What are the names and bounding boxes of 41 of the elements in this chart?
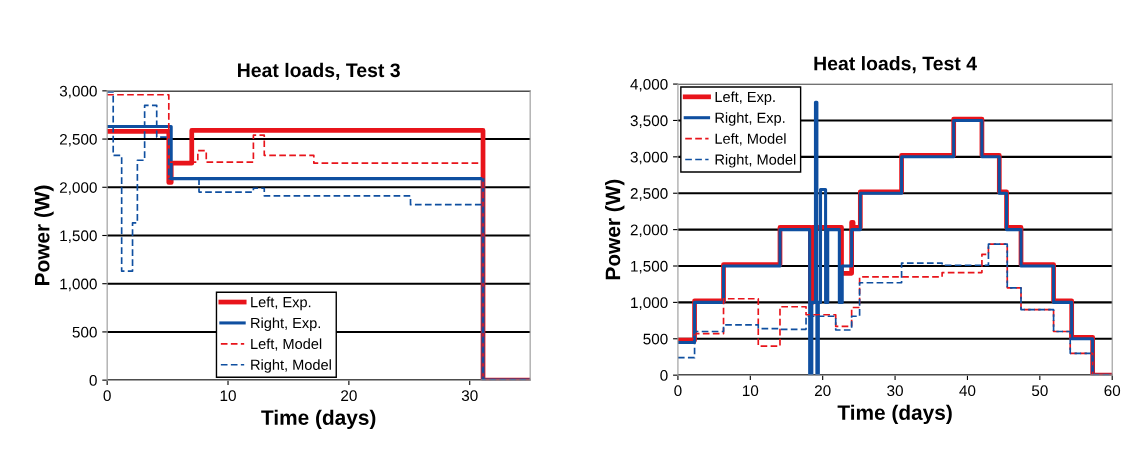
x-tick-label: 0 — [103, 390, 111, 402]
x-tick-label: 0 — [674, 385, 682, 397]
x-tick-label: 10 — [220, 390, 236, 402]
x-tick-label: 30 — [461, 390, 478, 402]
legend-label: Left, Exp. — [715, 91, 775, 105]
legend-label: Left, Model — [251, 338, 322, 351]
x-tick-label: 10 — [742, 385, 759, 397]
y-tick-label: 3,000 — [630, 151, 668, 165]
y-tick-label: 2,000 — [630, 224, 668, 238]
y-tick-label: 0 — [660, 370, 668, 381]
x-axis-title: Time (days) — [261, 409, 376, 430]
y-tick-label: 500 — [72, 326, 97, 338]
x-tick-label: 20 — [341, 390, 357, 402]
chart-title: Heat loads, Test 3 — [238, 62, 400, 80]
x-tick-label: 30 — [887, 385, 903, 397]
y-tick-label: 1,500 — [631, 260, 668, 274]
legend-label: Left, Model — [715, 133, 786, 146]
y-tick-label: 500 — [643, 333, 668, 345]
legend-label: Right, Exp. — [715, 112, 785, 126]
x-axis-title: Time (days) — [837, 404, 952, 425]
y-axis-title: Power (W) — [605, 179, 625, 280]
y-tick-label: 2,000 — [59, 182, 97, 195]
y-tick-label: 4,000 — [630, 78, 668, 92]
y-tick-label: 1,000 — [60, 278, 97, 292]
y-axis-title: Power (W) — [34, 185, 54, 286]
legend-label: Left, Exp. — [251, 296, 311, 311]
y-tick-label: 0 — [89, 375, 97, 386]
y-tick-label: 2,500 — [630, 188, 668, 201]
y-tick-label: 3,000 — [59, 85, 97, 99]
y-tick-label: 1,000 — [631, 297, 668, 310]
legend-label: Right, Model — [715, 154, 796, 168]
y-tick-label: 1,500 — [60, 230, 97, 243]
legend-label: Right, Model — [251, 359, 331, 373]
x-tick-label: 50 — [1031, 385, 1048, 397]
x-tick-label: 20 — [814, 385, 831, 397]
y-tick-label: 2,500 — [59, 133, 97, 147]
chart-title: Heat loads, Test 4 — [814, 56, 977, 74]
x-tick-label: 40 — [959, 385, 976, 397]
x-tick-label: 60 — [1104, 385, 1121, 397]
y-tick-label: 3,500 — [630, 115, 668, 128]
legend-label: Right, Exp. — [251, 317, 321, 332]
